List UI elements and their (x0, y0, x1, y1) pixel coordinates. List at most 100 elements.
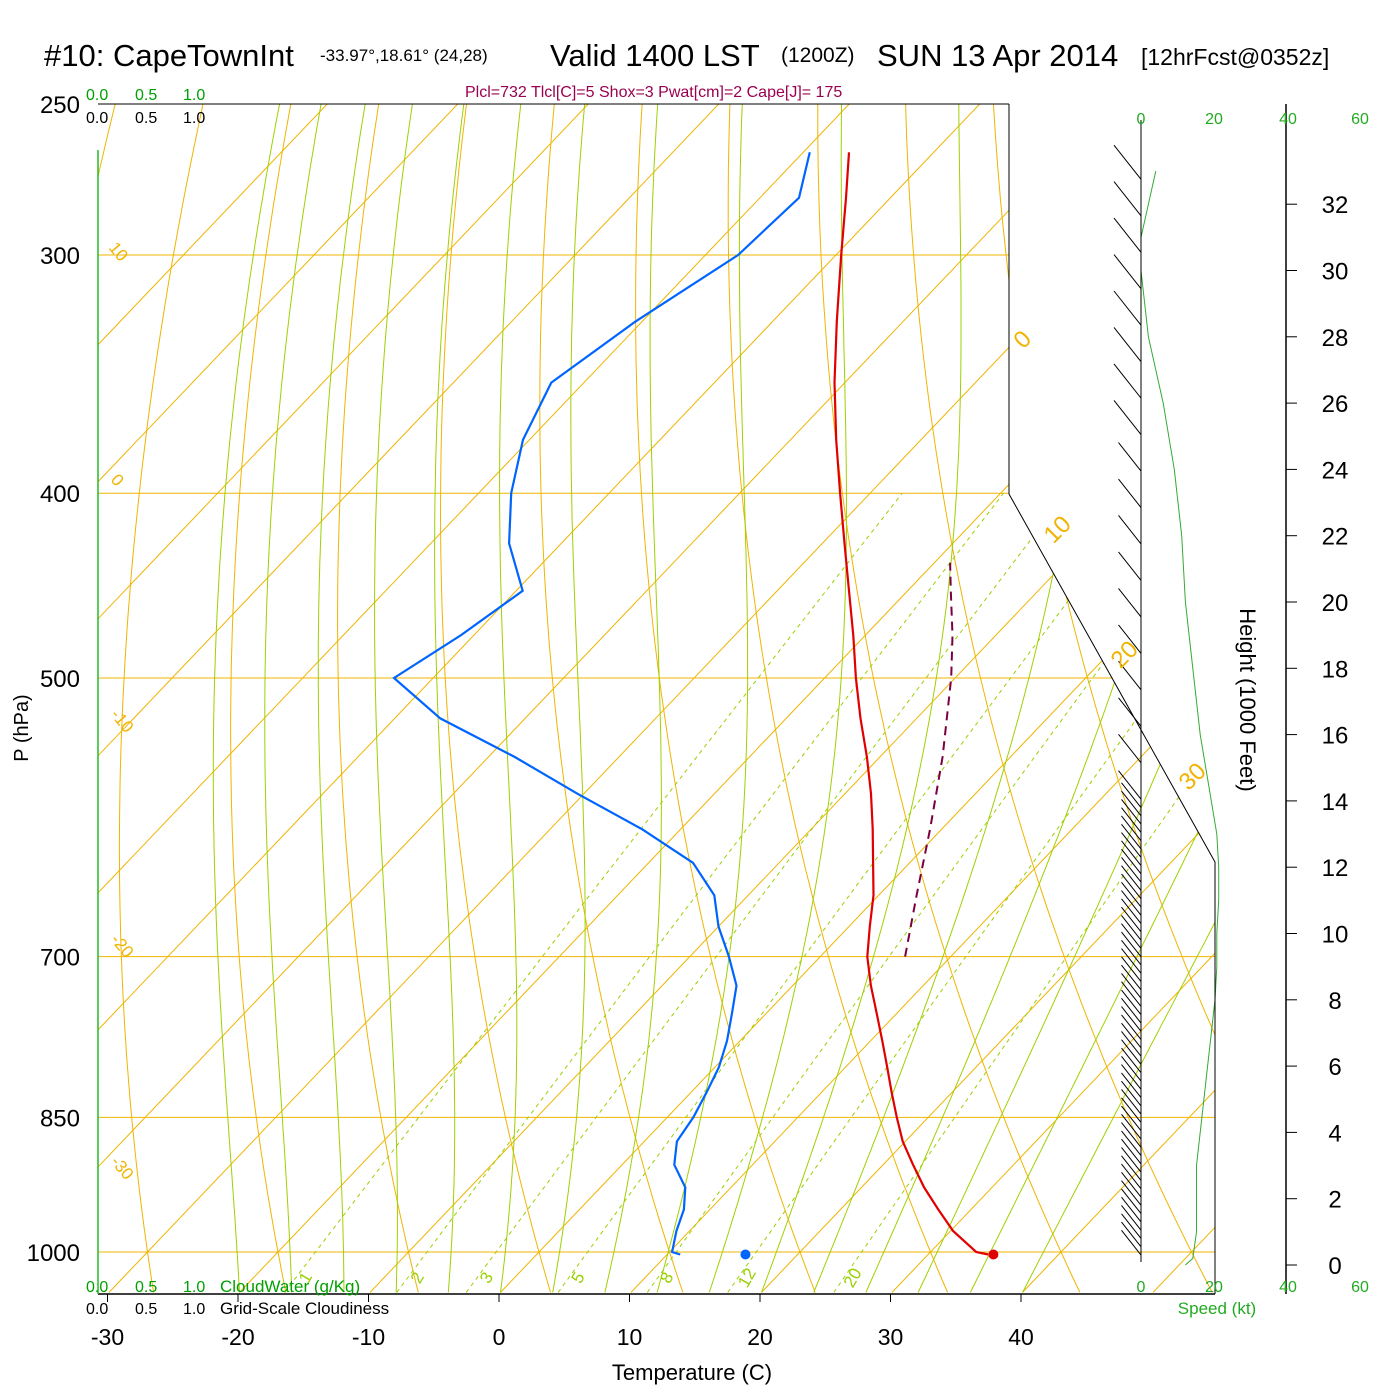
height-tick-label: 24 (1322, 457, 1349, 484)
isotherm-label: 0 (1008, 325, 1037, 354)
wind-barb (1121, 906, 1142, 933)
mixing-ratio-label: 12 (734, 1265, 760, 1291)
dry-adiabat (118, 104, 211, 1293)
isotherm-line (630, 104, 1215, 1293)
wind-barb (1121, 832, 1142, 858)
wind-barb (1118, 661, 1142, 691)
wind-barb (1113, 254, 1142, 290)
height-tick-label: 14 (1322, 789, 1349, 816)
isotherm-line (761, 104, 1215, 1293)
speed-bottom-label: 60 (1351, 1279, 1369, 1296)
wind-barb (1121, 782, 1142, 808)
height-tick-label: 6 (1328, 1054, 1341, 1081)
wind-barb (1121, 956, 1142, 982)
isotherm-line (98, 104, 621, 1293)
moist-adiabat (1022, 104, 1215, 1293)
wind-barb (1121, 1188, 1142, 1214)
wind-barb (1121, 915, 1142, 941)
speed-top-label: 0 (1137, 111, 1146, 128)
height-tick-label: 4 (1328, 1120, 1341, 1147)
isotherm-line (369, 104, 1215, 1293)
wind-barb (1121, 989, 1142, 1016)
pressure-tick-label: 250 (40, 92, 80, 119)
wind-barb (1121, 923, 1142, 949)
moist-adiabat (552, 104, 589, 1293)
speed-bottom-label: 0 (1137, 1279, 1146, 1296)
wind-barb (1121, 1105, 1142, 1132)
isotherm-line (98, 104, 1143, 1293)
x-tick-label: -30 (91, 1324, 124, 1350)
cloud-water-label: CloudWater (g/Kg) (220, 1277, 360, 1296)
height-tick-label: 22 (1322, 524, 1349, 551)
wind-barb (1121, 1072, 1142, 1098)
wind-barb (1118, 697, 1142, 727)
mixing-ratio-line (465, 492, 1067, 1293)
wind-barb (1113, 290, 1142, 326)
speed-top-label: 60 (1351, 111, 1369, 128)
wind-barb (1121, 1147, 1142, 1173)
wind-barb (1121, 1205, 1142, 1231)
moist-adiabat (761, 104, 962, 1293)
dry-adiabat (0, 70, 37, 1292)
pressure-tick-label: 400 (40, 481, 80, 508)
wind-barb (1121, 799, 1142, 825)
dry-adiabat (230, 104, 298, 1293)
y-axis-title: P (hPa) (11, 694, 33, 761)
wind-barb (1118, 770, 1142, 800)
height-tick-label: 10 (1322, 922, 1349, 949)
wind-barb (1121, 1056, 1142, 1082)
pressure-tick-label: 850 (40, 1105, 80, 1132)
height-tick-label: 28 (1322, 325, 1349, 352)
pressure-tick-label: 500 (40, 666, 80, 693)
x-tick-label: 20 (747, 1324, 773, 1350)
cloud-scale-bottom-green-label: 0.0 (86, 1279, 108, 1296)
wind-barb (1121, 1155, 1142, 1181)
isotherm-line (108, 104, 1215, 1293)
wind-barb (1121, 1039, 1142, 1065)
mixing-ratio-line (396, 492, 1004, 1293)
isotherm-line (98, 104, 882, 1293)
wind-barb (1113, 144, 1142, 180)
dry-adiabat-label: 10 (105, 238, 132, 265)
height-tick-label: 30 (1322, 259, 1349, 286)
wind-barb (1118, 478, 1142, 508)
speed-bottom-label: 40 (1279, 1279, 1297, 1296)
dry-adiabat (539, 104, 684, 1293)
dry-adiabat (1164, 104, 1215, 1293)
height-tick-label: 16 (1322, 723, 1349, 750)
wind-barb (1121, 1022, 1142, 1049)
wind-barb (1121, 1130, 1142, 1156)
height-tick-label: 20 (1322, 590, 1349, 617)
moist-adiabat (969, 104, 1215, 1293)
x-tick-label: 30 (878, 1324, 904, 1350)
wind-barb (1121, 857, 1142, 883)
wind-barb (1121, 1080, 1142, 1107)
cloudiness-label: Grid-Scale Cloudiness (220, 1299, 389, 1318)
cloud-scale-top-black-label: 0.0 (86, 110, 108, 127)
moist-adiabat (708, 104, 847, 1293)
pressure-tick-label: 700 (40, 945, 80, 972)
cloud-scale-bottom-green-label: 0.5 (135, 1279, 157, 1296)
wind-barb (1121, 1230, 1142, 1256)
wind-barb (1121, 1064, 1142, 1090)
dry-adiabat (727, 104, 949, 1293)
wind-barb (1113, 363, 1142, 399)
station-coords: -33.97°,18.61° (24,28) (320, 46, 488, 65)
mixing-ratio-line (284, 492, 903, 1293)
cloud-scale-top-black-label: 0.5 (135, 110, 157, 127)
wind-barb (1118, 624, 1142, 654)
wind-barb (1121, 815, 1142, 841)
parcel-path-line (904, 562, 954, 957)
wind-barb (1121, 1114, 1142, 1140)
isotherm-line (239, 104, 1215, 1293)
height-tick-label: 32 (1322, 192, 1349, 219)
moist-adiabat (656, 104, 749, 1293)
wind-barb (1121, 807, 1142, 833)
x-tick-label: -10 (352, 1324, 385, 1350)
x-tick-label: 0 (493, 1324, 506, 1350)
dry-adiabat-label: 0 (107, 470, 128, 489)
isotherm-line (1152, 104, 1215, 1293)
wind-barb (1121, 997, 1142, 1024)
wind-barb (1121, 948, 1142, 974)
